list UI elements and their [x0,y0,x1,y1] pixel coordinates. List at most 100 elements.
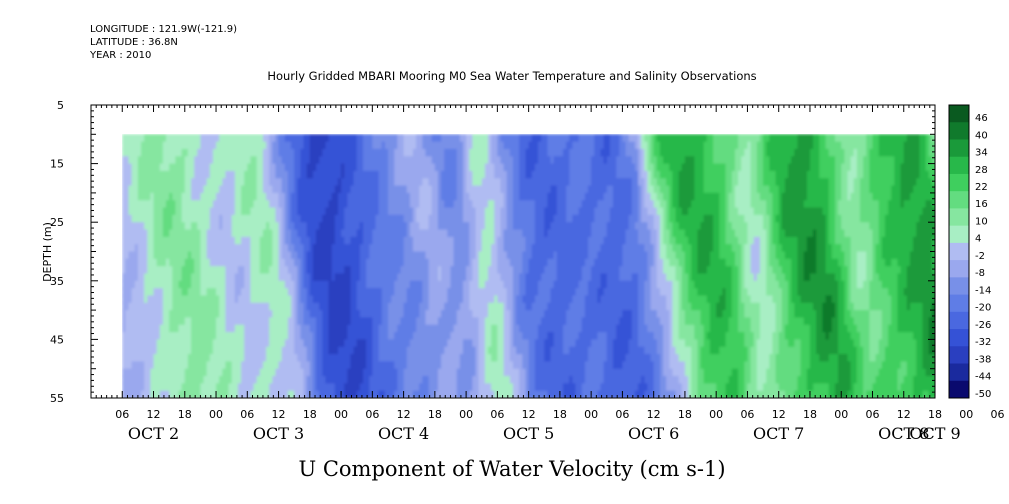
heatmap-cell [316,148,320,157]
heatmap-cell [350,361,355,370]
heatmap-cell [303,295,308,304]
heatmap-cell [450,310,455,319]
heatmap-cell [391,280,395,289]
heatmap-cell [462,361,467,370]
heatmap-cell [353,258,358,267]
heatmap-cell [228,266,233,275]
heatmap-cell [434,251,439,260]
heatmap-cell [544,339,548,348]
heatmap-cell [256,390,261,398]
heatmap-cell [453,207,458,216]
heatmap-cell [516,163,520,172]
heatmap-cell [331,368,336,377]
heatmap-cell [397,222,402,231]
heatmap-cell [225,156,230,165]
heatmap-cell [538,258,542,267]
heatmap-cell [259,273,264,282]
chart-title: Hourly Gridded MBARI Mooring M0 Sea Wate… [267,69,756,83]
heatmap-cell [169,346,173,355]
heatmap-cell [141,134,145,143]
heatmap-cell [234,244,239,253]
heatmap-cell [494,302,498,311]
heatmap-cell [131,156,136,165]
heatmap-cell [503,376,508,384]
heatmap-cell [344,376,348,384]
heatmap-cell [122,229,126,238]
heatmap-cell [337,339,342,348]
heatmap-cell [391,376,395,384]
heatmap-cell [262,288,267,297]
heatmap-cell [500,376,505,384]
heatmap-cell [538,288,542,297]
heatmap-cell [353,354,358,362]
heatmap-cell [269,332,273,340]
heatmap-cell [187,236,192,245]
heatmap-cell [137,368,142,377]
heatmap-cell [291,317,295,326]
heatmap-cell [397,141,402,150]
heatmap-cell [150,200,155,209]
heatmap-cell [147,258,151,267]
heatmap-cell [487,332,492,340]
heatmap-cell [294,141,298,150]
heatmap-cell [528,251,533,260]
heatmap-cell [294,324,298,333]
heatmap-cell [522,207,527,216]
heatmap-cell [262,134,267,143]
heatmap-cell [444,361,448,370]
heatmap-cell [334,178,339,187]
heatmap-cell [266,163,270,172]
heatmap-cell [253,251,258,260]
heatmap-cell [384,339,389,348]
heatmap-cell [416,376,420,384]
heatmap-cell [178,134,183,143]
heatmap-cell [175,141,180,150]
heatmap-cell [534,266,539,275]
heatmap-cell [422,258,427,267]
heatmap-cell [275,207,280,216]
heatmap-cell [237,229,242,238]
heatmap-cell [206,390,211,398]
heatmap-cell [275,354,280,362]
heatmap-cell [194,346,198,355]
heatmap-cell [331,332,336,340]
heatmap-cell [166,310,170,319]
heatmap-cell [325,170,330,179]
heatmap-cell [272,332,277,340]
heatmap-cell [137,222,142,231]
heatmap-cell [347,376,352,384]
heatmap-cell [169,317,173,326]
heatmap-cell [378,229,383,238]
heatmap-cell [437,258,442,267]
heatmap-cell [450,258,455,267]
heatmap-cell [350,368,355,377]
heatmap-cell [284,214,289,223]
heatmap-cell [406,207,411,216]
heatmap-cell [278,214,283,223]
heatmap-cell [431,236,436,245]
heatmap-cell [541,280,545,289]
heatmap-cell [212,134,217,143]
heatmap-cell [528,148,533,157]
heatmap-cell [291,258,295,267]
heatmap-cell [372,368,377,377]
heatmap-cell [522,339,527,348]
heatmap-cell [319,134,323,143]
heatmap-cell [134,361,139,370]
heatmap-cell [391,339,395,348]
heatmap-cell [134,178,139,187]
heatmap-cell [269,390,273,398]
heatmap-cell [462,354,467,362]
heatmap-cell [391,229,395,238]
heatmap-cell [494,251,498,260]
heatmap-cell [387,236,392,245]
heatmap-cell [312,266,317,275]
heatmap-cell [125,229,130,238]
heatmap-cell [125,163,130,172]
heatmap-cell [428,339,433,348]
heatmap-cell [284,317,289,326]
heatmap-cell [337,310,342,319]
heatmap-cell [331,229,336,238]
heatmap-cell [475,258,480,267]
heatmap-cell [541,214,545,223]
